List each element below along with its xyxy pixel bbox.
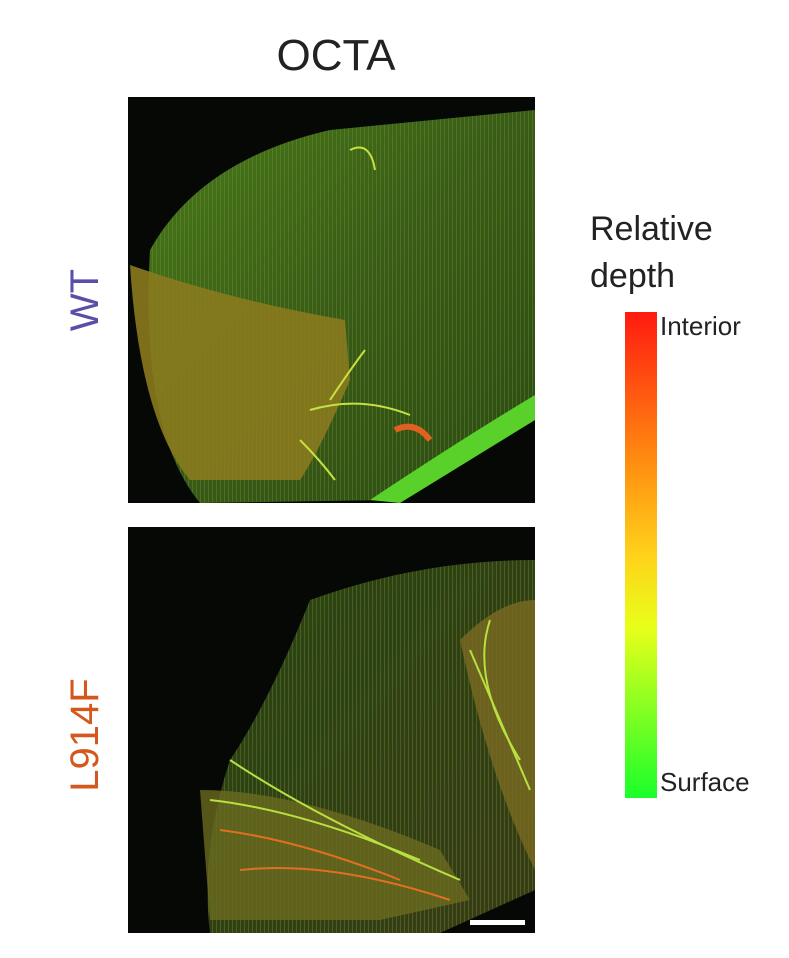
colorbar-top-label: Interior [660, 311, 741, 341]
image-panel-l914f [128, 527, 535, 933]
figure-title: OCTA [277, 31, 397, 80]
colorbar-bottom-label: Surface [660, 767, 750, 797]
panel-label: L914F [63, 678, 107, 791]
colorbar-title: depth [590, 257, 675, 295]
colorbar-title: Relative [590, 210, 713, 248]
image-panel-wt [128, 97, 536, 503]
panel-label: WT [63, 269, 107, 331]
colorbar [625, 312, 657, 798]
scale-bar [470, 920, 525, 925]
